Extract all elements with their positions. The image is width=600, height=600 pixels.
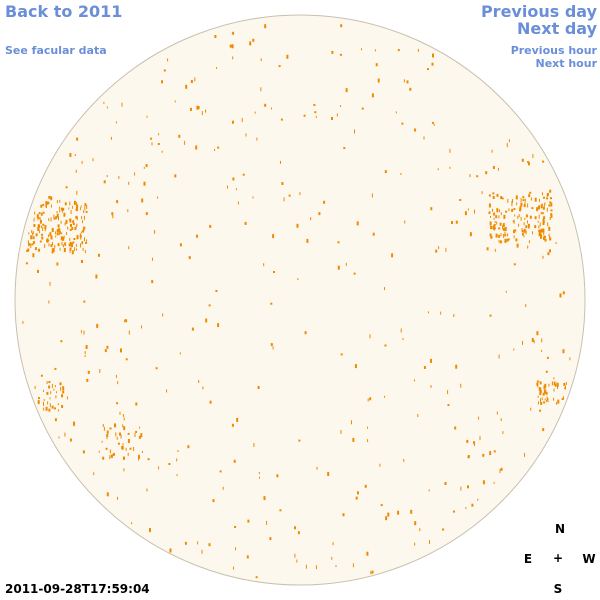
solar-disk bbox=[14, 14, 586, 586]
facular-features bbox=[22, 24, 571, 579]
compass-north-label: N bbox=[554, 522, 566, 536]
observation-timestamp: 2011-09-28T17:59:04 bbox=[5, 582, 150, 596]
compass-west-label: W bbox=[582, 552, 596, 566]
next-hour-link[interactable]: Next hour bbox=[535, 57, 598, 70]
next-day-link[interactable]: Next day bbox=[517, 19, 597, 38]
previous-day-link[interactable]: Previous day bbox=[480, 2, 597, 21]
previous-hour-link[interactable]: Previous hour bbox=[510, 44, 597, 57]
compass-south-label: S bbox=[553, 582, 563, 596]
compass-east-label: E bbox=[523, 552, 533, 566]
compass-center-cross: + bbox=[552, 551, 564, 565]
see-facular-data-link[interactable]: See facular data bbox=[5, 44, 107, 57]
back-to-year-link[interactable]: Back to 2011 bbox=[5, 2, 123, 21]
